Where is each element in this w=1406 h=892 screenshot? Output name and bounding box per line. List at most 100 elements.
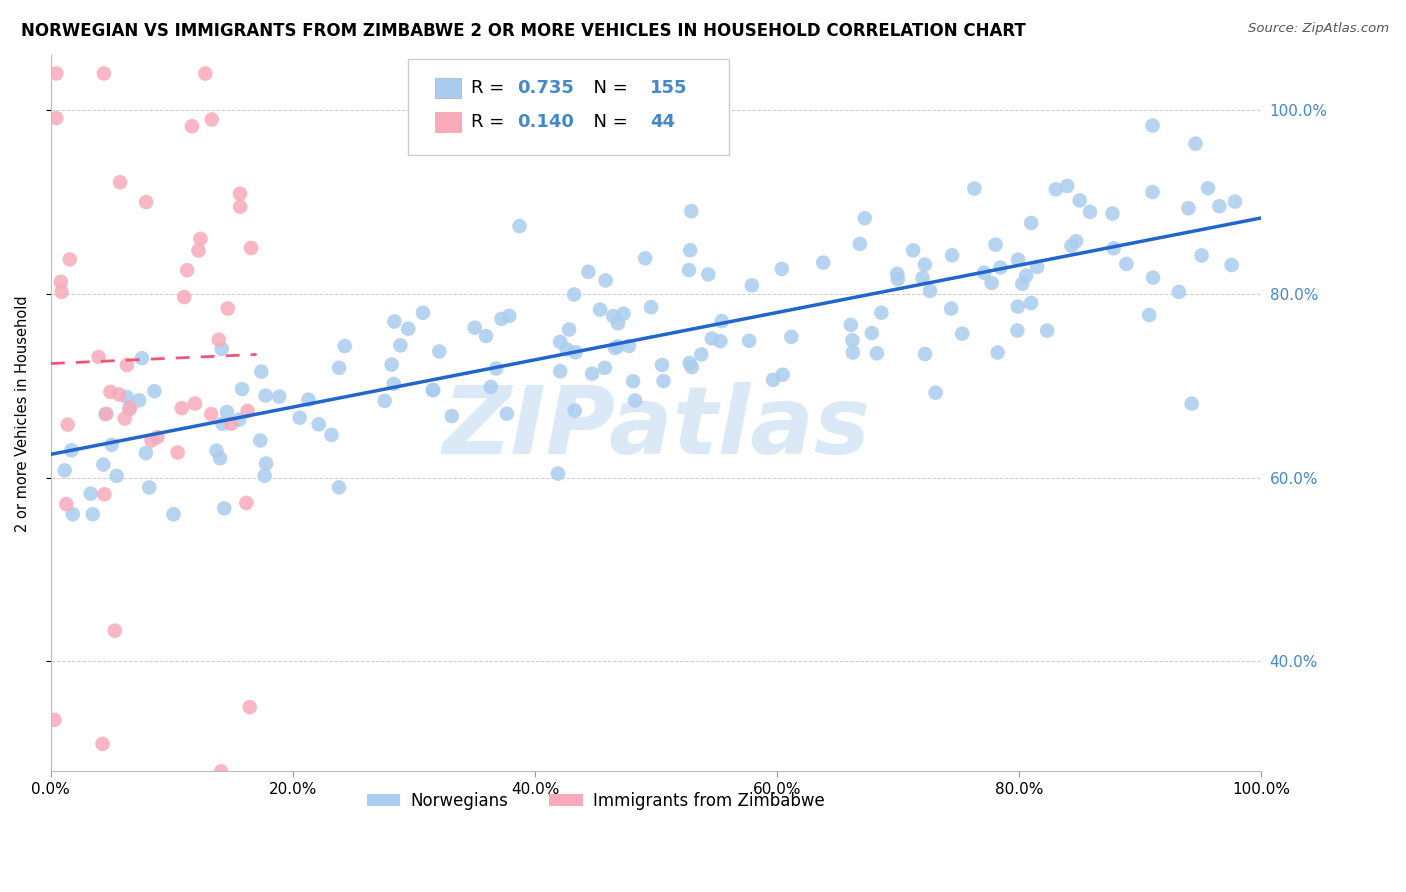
Point <box>212 501 235 516</box>
Point <box>146 430 169 444</box>
Point <box>987 345 1010 359</box>
Point <box>138 480 160 494</box>
Point <box>495 407 517 421</box>
Point <box>606 339 628 353</box>
Point <box>621 374 644 388</box>
Point <box>93 66 115 80</box>
Text: R =: R = <box>471 79 510 97</box>
Point <box>170 401 193 416</box>
Point <box>45 66 67 80</box>
Point <box>652 374 675 388</box>
Point <box>651 358 673 372</box>
Point <box>498 309 520 323</box>
Point <box>176 263 198 277</box>
Point <box>603 341 626 355</box>
Point <box>269 390 291 404</box>
Point <box>108 175 131 189</box>
Point <box>231 382 253 396</box>
Point <box>201 112 224 127</box>
Point <box>963 181 986 195</box>
Point <box>681 204 703 219</box>
Point <box>576 265 599 279</box>
Point <box>780 330 803 344</box>
Point <box>479 380 502 394</box>
Point <box>1101 206 1123 220</box>
Point <box>108 387 131 401</box>
Point <box>333 339 356 353</box>
Point <box>1184 136 1206 151</box>
Point <box>166 445 188 459</box>
Point <box>980 276 1002 290</box>
Point <box>422 383 444 397</box>
Point <box>1045 182 1067 196</box>
Point <box>96 407 118 421</box>
Point <box>215 405 238 419</box>
Point <box>984 237 1007 252</box>
Point <box>700 331 723 345</box>
Point <box>1181 396 1204 410</box>
Point <box>508 219 530 234</box>
Text: N =: N = <box>582 79 634 97</box>
Point <box>853 211 876 226</box>
Point <box>1137 308 1160 322</box>
Point <box>228 412 250 426</box>
Point <box>547 467 569 481</box>
Point <box>558 322 581 336</box>
Point <box>990 260 1012 275</box>
Point <box>562 287 585 301</box>
Bar <box>434 112 461 133</box>
Point <box>634 252 657 266</box>
Point <box>239 700 262 714</box>
Point <box>1060 239 1083 253</box>
Point <box>49 275 72 289</box>
Y-axis label: 2 or more Vehicles in Household: 2 or more Vehicles in Household <box>15 295 30 532</box>
Point <box>91 458 114 472</box>
Text: 155: 155 <box>650 79 688 97</box>
Point <box>104 624 127 638</box>
Point <box>681 360 703 375</box>
Point <box>1064 234 1087 248</box>
Point <box>118 401 141 415</box>
Point <box>1056 178 1078 193</box>
Point <box>950 326 973 341</box>
Point <box>328 360 350 375</box>
Point <box>440 409 463 423</box>
Point <box>678 263 700 277</box>
Point <box>396 322 419 336</box>
Point <box>190 232 212 246</box>
Point <box>1220 258 1243 272</box>
Point <box>1177 201 1199 215</box>
Point <box>135 195 157 210</box>
Point <box>564 345 586 359</box>
Point <box>710 314 733 328</box>
Text: ZIPatlas: ZIPatlas <box>441 382 870 474</box>
Point <box>180 119 202 133</box>
Point <box>589 302 612 317</box>
Text: N =: N = <box>582 113 634 131</box>
Point <box>45 111 67 125</box>
Point <box>842 345 865 359</box>
Point <box>1015 268 1038 283</box>
Point <box>412 306 434 320</box>
Point <box>135 446 157 460</box>
FancyBboxPatch shape <box>408 59 728 155</box>
Point <box>640 300 662 314</box>
Point <box>939 301 962 316</box>
Point <box>209 764 232 779</box>
Point <box>162 508 184 522</box>
Point <box>485 361 508 376</box>
Point <box>1019 216 1042 230</box>
Point <box>374 393 396 408</box>
Point <box>1168 285 1191 299</box>
Point <box>115 358 138 372</box>
Point <box>308 417 330 432</box>
Point <box>1191 248 1213 262</box>
Point <box>548 334 571 349</box>
Point <box>235 496 257 510</box>
Point <box>911 271 934 285</box>
Point <box>607 316 630 330</box>
Point <box>690 347 713 361</box>
Point <box>250 365 273 379</box>
Point <box>211 342 233 356</box>
Point <box>211 417 233 431</box>
